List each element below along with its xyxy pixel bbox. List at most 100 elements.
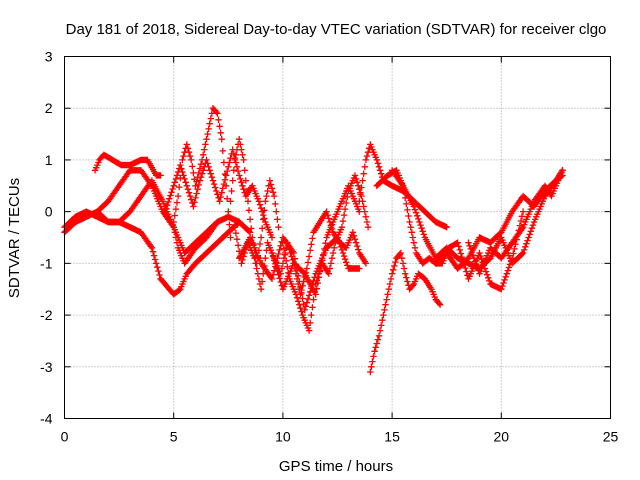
data-point <box>278 265 285 272</box>
data-point <box>218 189 225 196</box>
data-point <box>244 198 252 205</box>
data-point <box>466 242 473 249</box>
data-point <box>196 177 204 184</box>
data-point <box>233 236 241 243</box>
data-point <box>402 270 409 277</box>
data-point <box>203 156 210 164</box>
data-point <box>184 186 192 193</box>
y-tick-label: -1 <box>40 255 53 271</box>
data-point <box>268 185 276 192</box>
data-point <box>378 170 385 177</box>
data-point <box>524 237 531 244</box>
data-point <box>179 168 186 176</box>
data-point <box>240 186 247 193</box>
data-point <box>298 308 305 315</box>
data-point <box>156 271 163 279</box>
data-point <box>238 260 245 267</box>
data-point <box>308 241 315 248</box>
data-point <box>519 249 527 257</box>
data-point <box>559 167 566 174</box>
data-point <box>478 256 485 263</box>
data-point <box>260 270 267 277</box>
data-point <box>229 177 236 184</box>
x-axis-label: GPS time / hours <box>279 458 393 475</box>
data-point <box>236 172 243 179</box>
data-point <box>194 186 201 193</box>
data-point <box>296 301 303 308</box>
data-point <box>204 130 211 138</box>
data-point <box>482 268 490 275</box>
data-point <box>309 235 316 242</box>
data-point <box>266 177 273 184</box>
data-point <box>304 259 312 266</box>
data-point <box>238 179 245 186</box>
data-point <box>296 278 303 285</box>
data-point <box>293 294 301 301</box>
data-point <box>388 270 396 277</box>
data-point <box>518 213 526 220</box>
data-point <box>171 179 178 186</box>
data-point <box>305 253 313 260</box>
y-tick-label: -2 <box>40 307 53 323</box>
data-point <box>316 267 324 274</box>
data-point <box>259 278 266 285</box>
data-point <box>245 207 253 214</box>
data-point <box>295 272 302 279</box>
data-point <box>264 187 271 195</box>
data-point <box>407 224 414 231</box>
data-point <box>232 230 240 237</box>
data-point <box>269 189 277 196</box>
data-point <box>373 340 380 347</box>
data-point <box>457 250 465 257</box>
data-point <box>341 205 349 213</box>
data-point <box>340 211 348 219</box>
data-point <box>200 151 207 158</box>
data-point <box>357 191 364 198</box>
x-tick-label: 20 <box>494 429 510 445</box>
data-point <box>284 263 291 270</box>
data-point <box>272 260 279 268</box>
data-point <box>272 200 279 208</box>
data-point <box>173 199 181 206</box>
data-point <box>404 206 411 214</box>
data-point <box>234 219 242 227</box>
data-point <box>276 246 283 254</box>
data-point <box>350 232 358 239</box>
data-point <box>153 260 160 267</box>
data-point <box>279 239 287 246</box>
data-point <box>356 265 363 272</box>
data-point <box>170 218 177 226</box>
data-point <box>204 160 211 167</box>
data-point <box>403 200 410 208</box>
data-point <box>436 301 444 308</box>
data-point <box>170 182 177 189</box>
data-point <box>502 273 509 280</box>
data-point <box>304 295 312 303</box>
data-point <box>349 229 356 236</box>
data-point <box>380 311 387 319</box>
data-point <box>351 236 359 243</box>
data-point <box>216 198 223 205</box>
data-point <box>176 286 183 294</box>
data-point <box>207 170 214 177</box>
data-point <box>222 172 230 179</box>
data-point <box>151 256 159 263</box>
data-point <box>213 108 220 116</box>
data-point <box>189 163 196 170</box>
data-point <box>212 184 219 191</box>
data-point <box>308 311 315 319</box>
data-point <box>363 152 371 160</box>
data-point <box>239 256 246 264</box>
data-point <box>363 218 371 226</box>
data-point <box>405 212 412 220</box>
data-point <box>396 251 403 258</box>
data-point <box>163 202 171 209</box>
data-point <box>224 195 231 202</box>
data-point <box>372 344 379 351</box>
data-point <box>207 115 214 122</box>
data-point <box>467 245 474 253</box>
data-point <box>205 163 212 170</box>
data-point <box>197 174 205 181</box>
data-point <box>186 192 194 200</box>
